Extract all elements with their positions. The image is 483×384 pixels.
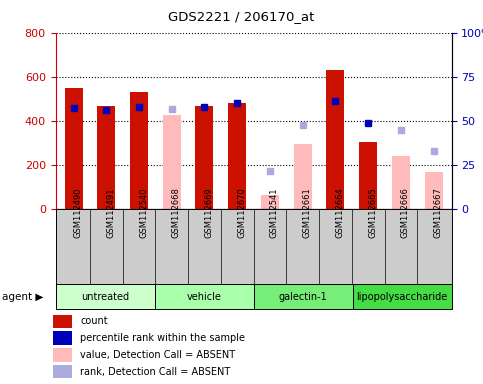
Text: vehicle: vehicle: [186, 291, 222, 302]
Bar: [294, 144, 312, 209]
Bar: [163, 116, 181, 209]
Text: GSM112664: GSM112664: [335, 188, 344, 238]
Text: GSM112668: GSM112668: [172, 188, 181, 238]
Text: GSM112540: GSM112540: [139, 188, 148, 238]
Bar: [97, 106, 115, 209]
Bar: [425, 172, 442, 209]
Bar: [53, 331, 71, 345]
Bar: [53, 365, 71, 379]
Bar: [56, 284, 155, 309]
Bar: [353, 284, 452, 309]
Text: GSM112666: GSM112666: [401, 188, 410, 238]
Bar: [228, 103, 246, 209]
Text: galectin-1: galectin-1: [279, 291, 327, 302]
Text: GSM112661: GSM112661: [303, 188, 312, 238]
Bar: [254, 284, 353, 309]
Text: lipopolysaccharide: lipopolysaccharide: [356, 291, 448, 302]
Text: value, Detection Call = ABSENT: value, Detection Call = ABSENT: [80, 350, 235, 360]
Text: rank, Detection Call = ABSENT: rank, Detection Call = ABSENT: [80, 367, 230, 377]
Bar: [196, 106, 213, 209]
Bar: [359, 142, 377, 209]
Bar: [392, 156, 410, 209]
Text: percentile rank within the sample: percentile rank within the sample: [80, 333, 245, 343]
Bar: [53, 314, 71, 328]
Text: agent ▶: agent ▶: [2, 291, 44, 302]
Text: GSM112490: GSM112490: [73, 188, 83, 238]
Bar: [327, 70, 344, 209]
Text: GSM112670: GSM112670: [237, 188, 246, 238]
Text: GSM112541: GSM112541: [270, 188, 279, 238]
Text: GSM112669: GSM112669: [204, 188, 213, 238]
Text: GSM112665: GSM112665: [368, 188, 377, 238]
Bar: [155, 284, 254, 309]
Bar: [261, 195, 279, 209]
Bar: [130, 92, 148, 209]
Text: GDS2221 / 206170_at: GDS2221 / 206170_at: [168, 10, 315, 23]
Text: untreated: untreated: [81, 291, 129, 302]
Bar: [65, 88, 83, 209]
Text: GSM112491: GSM112491: [106, 188, 115, 238]
Text: count: count: [80, 316, 108, 326]
Bar: [53, 348, 71, 362]
Text: GSM112667: GSM112667: [434, 188, 442, 238]
